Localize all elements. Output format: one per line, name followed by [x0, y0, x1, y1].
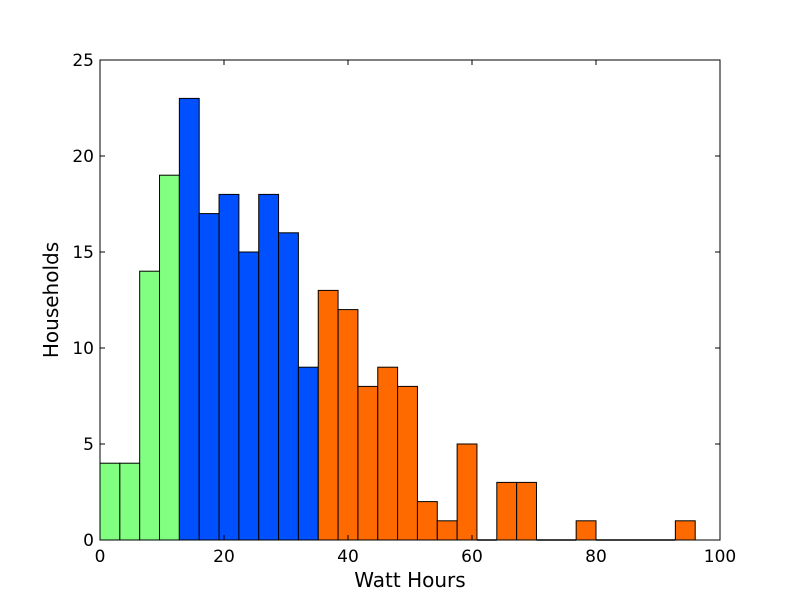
histogram-bar-12	[337, 309, 359, 541]
histogram-bar-21	[516, 481, 537, 541]
y-tick-label-0: 0	[83, 531, 94, 551]
histogram-bar-7	[238, 251, 260, 541]
histogram-bar-14	[377, 366, 399, 541]
histogram-bar-15	[397, 385, 418, 541]
y-tick-label-15: 15	[72, 243, 94, 263]
bars-group	[99, 97, 696, 541]
histogram-bar-2	[139, 270, 161, 541]
histogram-bar-0	[99, 462, 121, 541]
x-tick-label-100: 100	[704, 547, 736, 567]
x-tick-label-80: 80	[585, 547, 607, 567]
histogram-bar-10	[297, 366, 319, 541]
x-tick-label-0: 0	[95, 547, 106, 567]
y-tick-label-5: 5	[83, 435, 94, 455]
histogram-bar-5	[198, 213, 220, 541]
histogram-bar-11	[317, 289, 339, 541]
histogram-bar-1	[119, 462, 141, 541]
histogram-bar-20	[496, 481, 518, 541]
histogram-bar-24	[575, 520, 597, 541]
x-tick-label-60: 60	[461, 547, 483, 567]
histogram-bar-17	[436, 520, 458, 541]
histogram-bar-16	[416, 501, 438, 541]
y-axis-label: Households	[39, 242, 63, 358]
y-tick-label-20: 20	[72, 147, 94, 167]
y-tick-label-25: 25	[72, 51, 94, 71]
axes-frame	[99, 59, 721, 541]
y-tick-label-10: 10	[72, 339, 94, 359]
histogram-bar-29	[674, 520, 696, 541]
x-tick-label-40: 40	[337, 547, 359, 567]
histogram-bar-6	[218, 193, 240, 541]
histogram-bar-3	[159, 174, 180, 541]
histogram-bar-4	[178, 97, 200, 541]
histogram-bar-9	[278, 232, 299, 541]
ticks-group: 0 20 40 60 80 100 0 5 10 15 20 25	[72, 51, 736, 567]
histogram-bar-8	[258, 193, 280, 541]
histogram-bar-13	[357, 385, 379, 541]
x-tick-label-20: 20	[213, 547, 235, 567]
x-axis-label: Watt Hours	[354, 568, 465, 592]
histogram-bar-18	[456, 443, 478, 541]
